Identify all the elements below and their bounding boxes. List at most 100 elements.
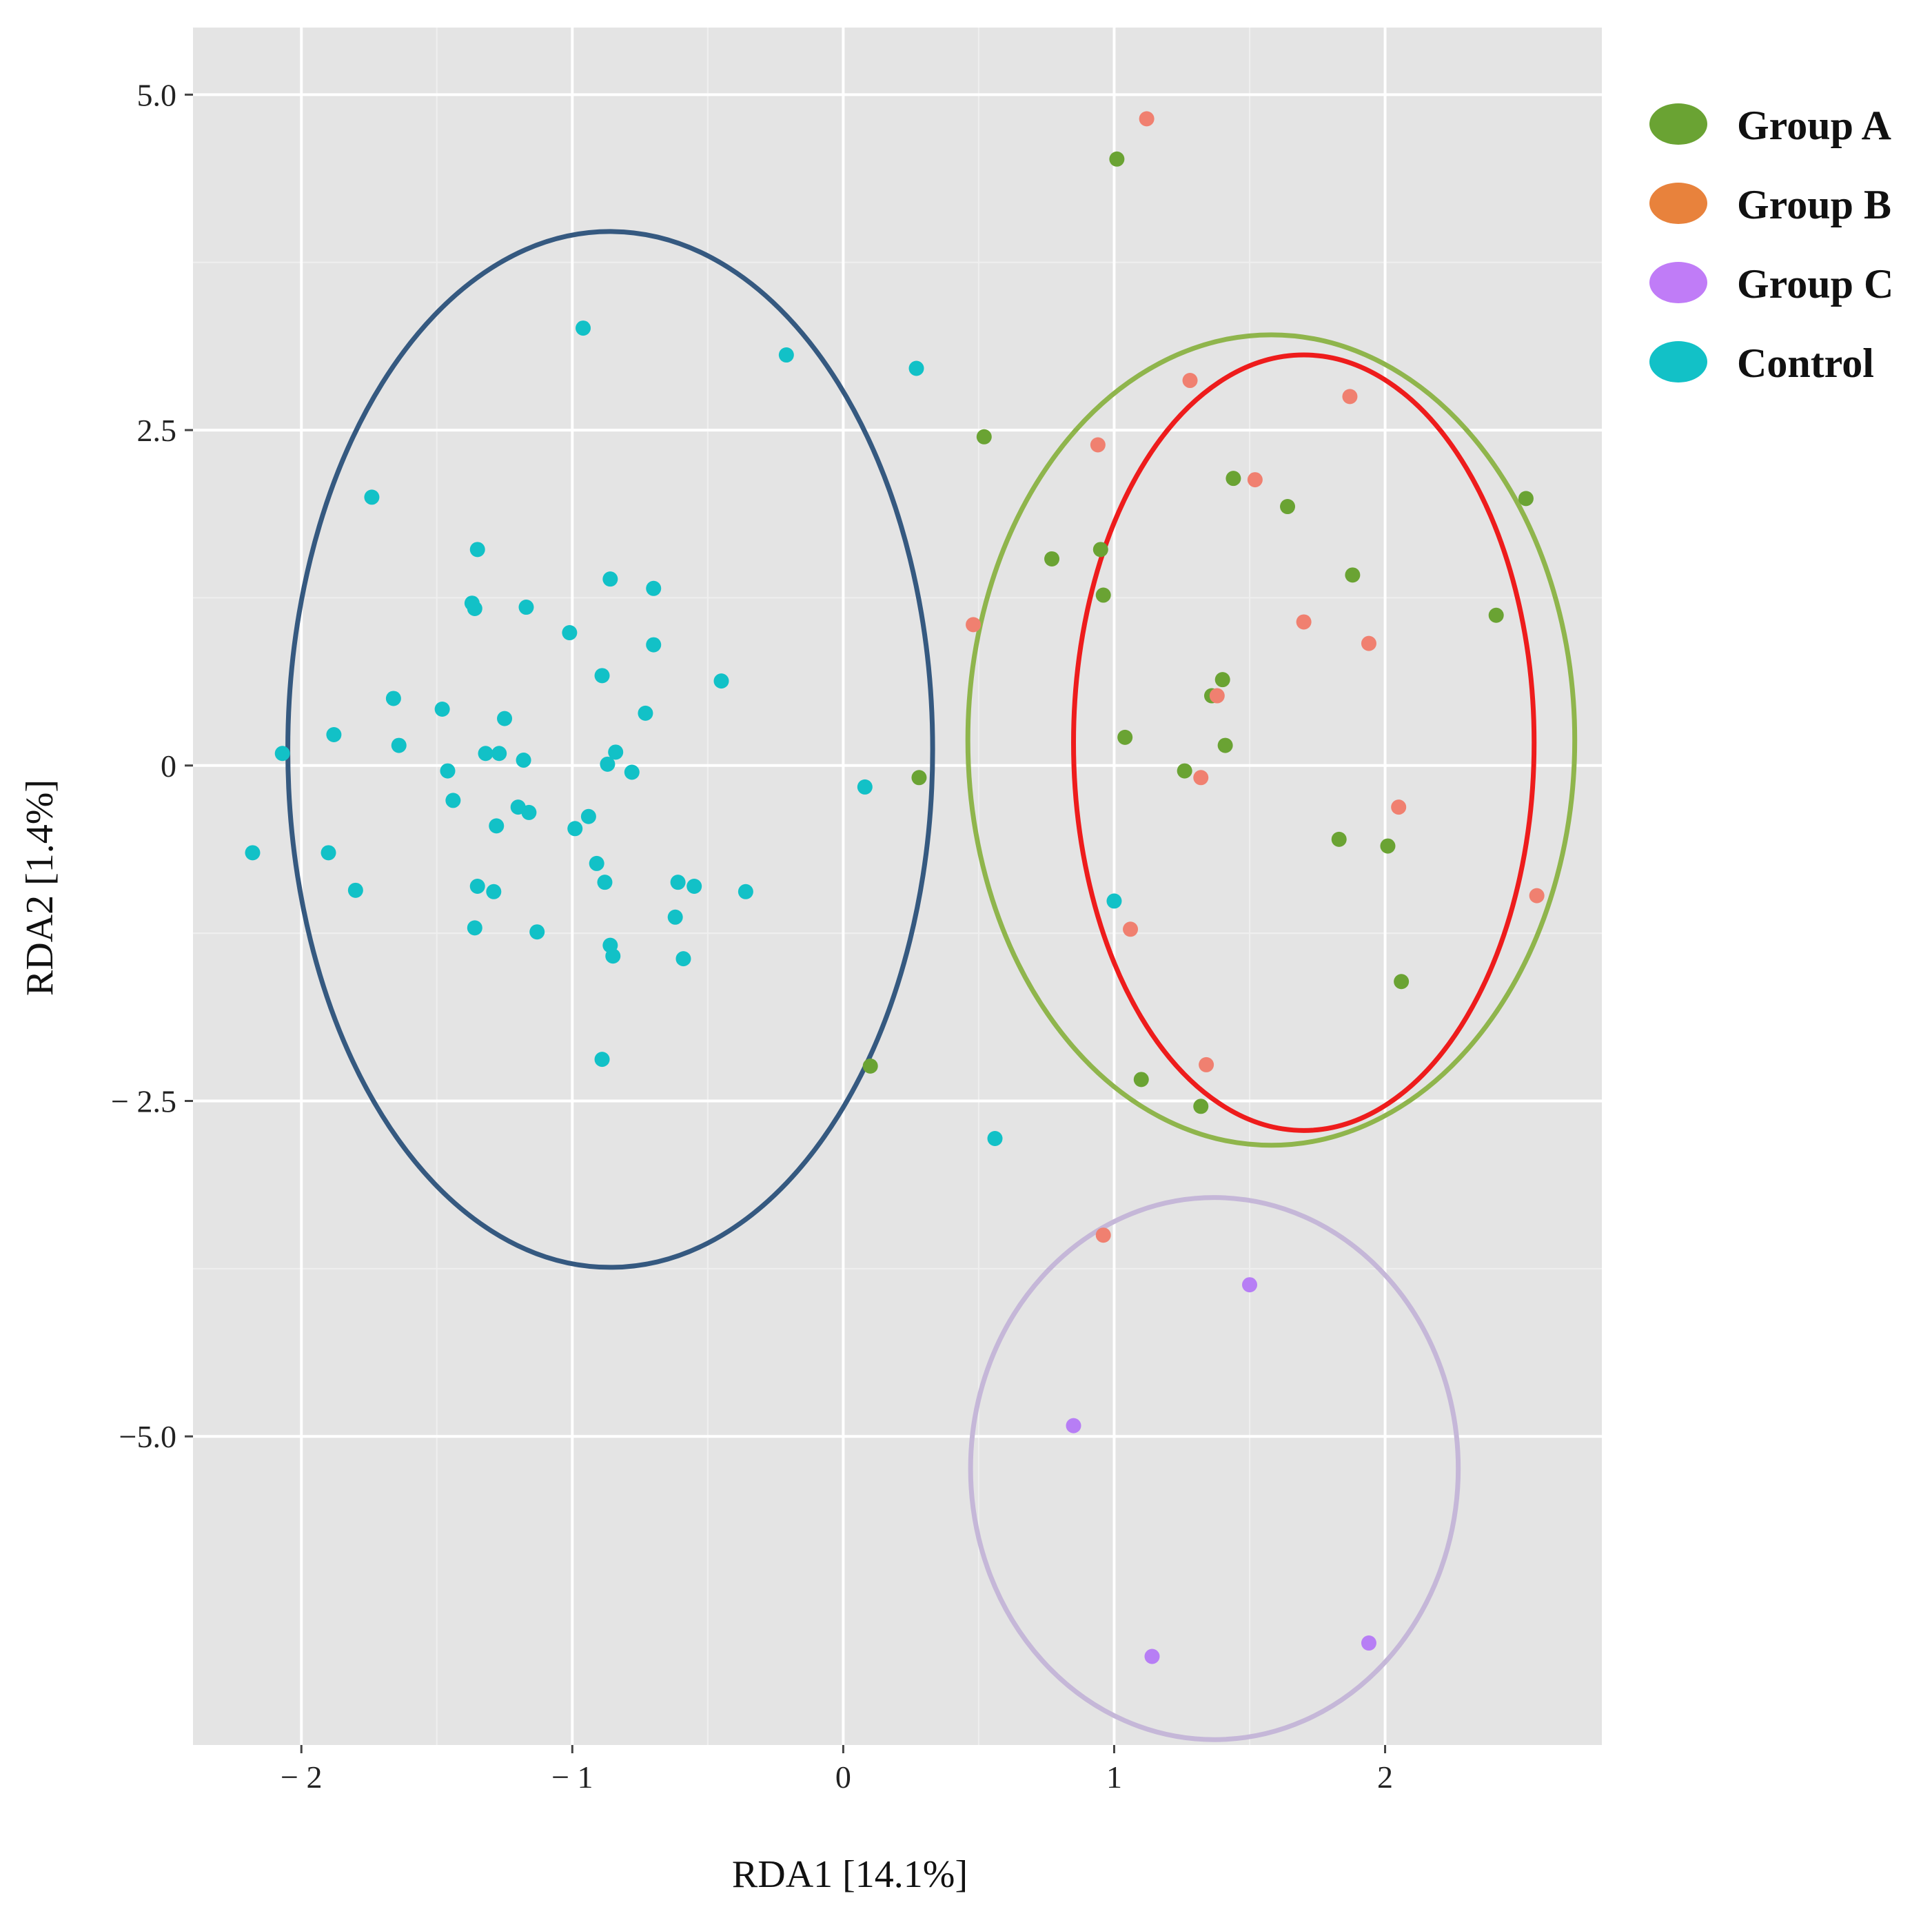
point-control: [713, 673, 729, 689]
point-control: [778, 347, 794, 363]
legend-label-group-c: Group C: [1737, 261, 1893, 307]
point-control: [602, 571, 618, 587]
grid-minor-lines: [193, 28, 1602, 1745]
point-control: [605, 948, 621, 964]
ellipse-group-a: [965, 332, 1578, 1148]
point-control: [486, 884, 502, 899]
point-group-a: [1331, 831, 1347, 847]
point-control: [987, 1131, 1003, 1147]
point-group-b: [1095, 1227, 1111, 1243]
point-control: [274, 746, 290, 762]
point-control: [385, 691, 401, 706]
point-group-a: [1488, 607, 1504, 623]
point-control: [646, 580, 662, 596]
y-tick-label: − 2.5: [111, 1084, 176, 1119]
point-group-b: [1139, 111, 1155, 127]
point-control: [670, 875, 686, 890]
x-tick-label: − 1: [551, 1759, 593, 1795]
point-control: [445, 793, 461, 808]
point-group-a: [911, 770, 927, 786]
y-tick-label: −5.0: [119, 1419, 176, 1454]
point-group-b: [1199, 1057, 1214, 1072]
point-group-b: [1090, 437, 1106, 453]
point-group-a: [976, 429, 992, 445]
x-tick-label: − 2: [281, 1759, 322, 1795]
point-group-b: [1342, 389, 1358, 405]
point-group-b: [1529, 888, 1545, 904]
point-control: [497, 711, 513, 726]
point-control: [326, 727, 342, 743]
legend-label-control: Control: [1737, 340, 1874, 386]
point-group-b: [1296, 614, 1312, 630]
point-control: [580, 808, 596, 824]
point-group-a: [1226, 471, 1241, 487]
x-tick-label: 2: [1377, 1759, 1393, 1795]
point-control: [440, 763, 456, 779]
plot-panel-background: [193, 28, 1602, 1745]
point-control: [589, 855, 604, 871]
point-control: [624, 764, 640, 780]
point-control: [594, 1052, 610, 1068]
point-group-b: [966, 617, 982, 633]
data-points: [245, 111, 1545, 1664]
point-group-a: [1193, 1099, 1209, 1114]
point-control: [491, 746, 507, 762]
point-group-a: [1518, 491, 1534, 507]
y-tick-label: 2.5: [137, 413, 177, 448]
point-group-a: [1109, 151, 1125, 167]
point-control: [908, 360, 924, 376]
y-axis-ticks: 5.0 2.5 0 − 2.5 −5.0: [111, 77, 193, 1454]
point-control: [478, 746, 494, 762]
legend-label-group-b: Group B: [1737, 182, 1891, 227]
point-control: [1106, 893, 1122, 909]
point-group-a: [1133, 1072, 1149, 1088]
legend-key-control: [1649, 341, 1707, 382]
legend: Group A Group B Group C Control: [1649, 103, 1893, 386]
y-tick-label: 5.0: [137, 77, 177, 112]
point-group-a: [1380, 838, 1396, 854]
y-tick-label: 0: [161, 748, 176, 784]
point-control: [489, 818, 505, 834]
point-group-a: [1345, 567, 1361, 583]
point-control: [576, 320, 591, 336]
point-control: [391, 737, 407, 753]
legend-label-group-a: Group A: [1737, 103, 1891, 148]
legend-key-group-c: [1649, 262, 1707, 303]
point-group-b: [1193, 770, 1209, 786]
point-control: [434, 702, 450, 717]
point-group-b: [1182, 373, 1198, 389]
ellipse-group-b: [1071, 352, 1537, 1133]
point-control: [529, 924, 545, 940]
point-group-c: [1361, 1635, 1376, 1651]
point-control: [687, 879, 702, 894]
point-control: [594, 668, 610, 684]
grid-major-lines: [193, 28, 1602, 1745]
point-group-b: [1391, 799, 1407, 815]
point-control: [675, 951, 691, 967]
point-group-c: [1144, 1649, 1160, 1664]
x-axis-ticks: − 2 − 1 0 1 2: [281, 1745, 1393, 1795]
point-control: [321, 845, 336, 861]
x-axis-title: RDA1 [14.1%]: [732, 1853, 968, 1896]
point-control: [857, 779, 873, 795]
point-control: [646, 637, 662, 653]
point-group-a: [1394, 974, 1410, 990]
point-control: [364, 489, 380, 505]
point-control: [738, 884, 753, 899]
point-control: [562, 625, 578, 641]
point-group-a: [862, 1058, 878, 1074]
point-group-b: [1209, 688, 1225, 704]
point-control: [245, 845, 261, 861]
point-control: [347, 882, 363, 898]
point-group-a: [1095, 587, 1111, 603]
point-control: [608, 744, 624, 760]
point-group-a: [1280, 499, 1296, 515]
point-group-b: [1247, 472, 1263, 488]
point-control: [667, 909, 683, 925]
point-control: [469, 879, 485, 894]
ellipse-group-c: [968, 1195, 1461, 1742]
x-tick-label: 0: [835, 1759, 851, 1795]
point-control: [597, 875, 613, 890]
point-group-a: [1177, 763, 1192, 779]
